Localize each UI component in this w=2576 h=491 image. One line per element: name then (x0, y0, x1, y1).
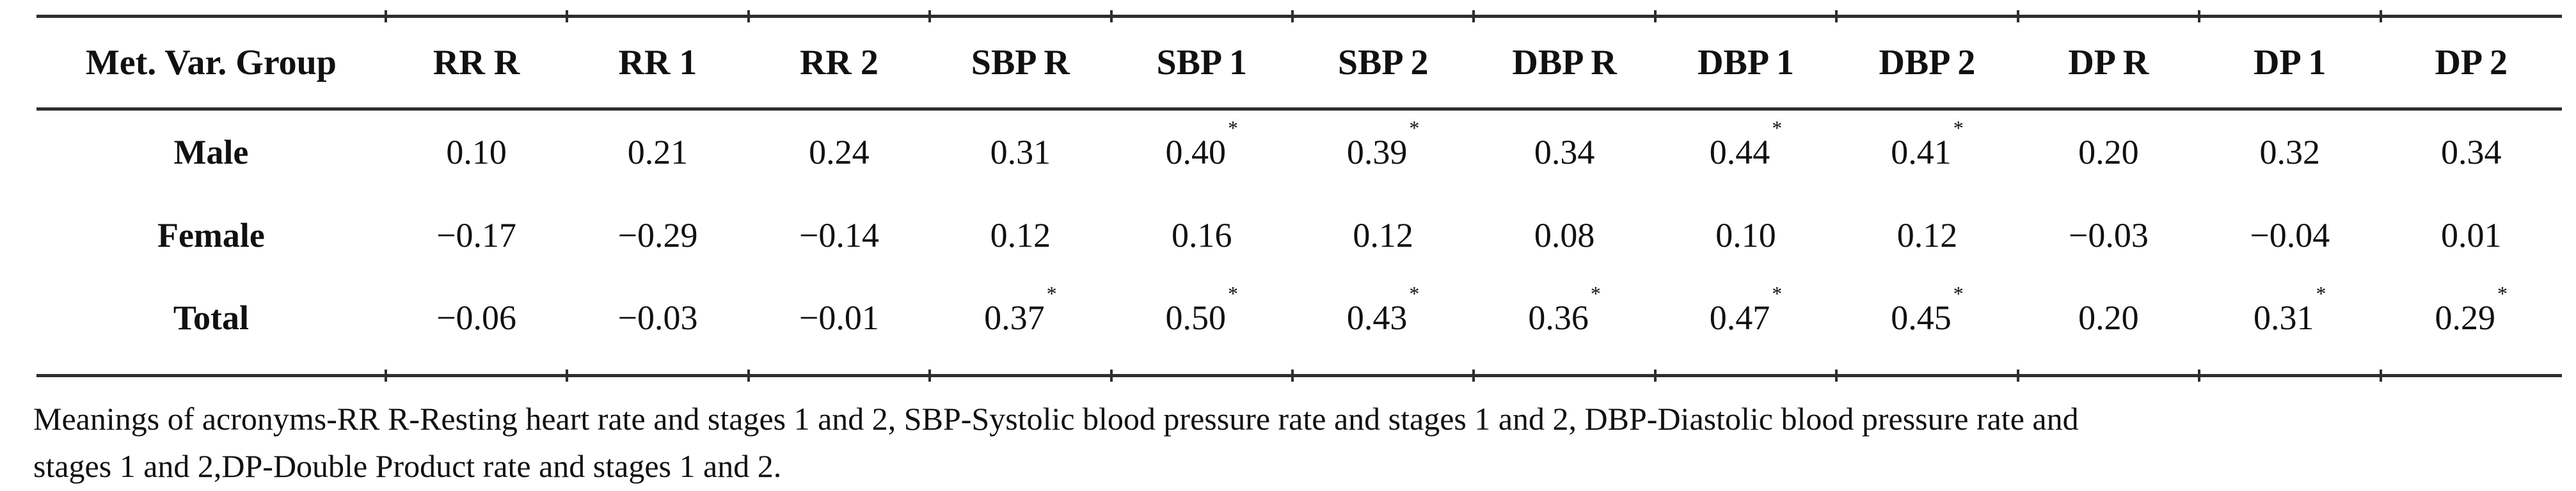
column-header: DBP 2 (1836, 16, 2018, 111)
column-header: RR 1 (567, 16, 749, 111)
data-table: Met. Var. Group RR R RR 1 RR 2 SBP R SBP 1 SBP… (36, 15, 2562, 377)
table-cell: 0.41* (1891, 116, 1964, 171)
column-boundary-tick (1835, 370, 1838, 382)
column-header: SBP R (930, 16, 1111, 111)
table-row: Male 0.10 0.21 0.24 0.31 0.40* 0.39* 0.34 0.44* 0… (36, 109, 2562, 194)
table-cell: 0.31* (2199, 277, 2381, 377)
row-label: Male (173, 133, 249, 171)
significance-asterisk: * (1953, 282, 1964, 305)
row-label: Total (36, 277, 386, 377)
table-cell: 0.34 (1534, 133, 1595, 171)
column-boundary-tick (1291, 10, 1294, 22)
column-header: RR R (385, 16, 568, 111)
table-cell: −0.06 (385, 277, 568, 377)
table-cell: 0.16 (1172, 216, 1232, 254)
table-cell: −0.01 (748, 277, 930, 377)
footnote-line: Meanings of acronyms-RR R-Resting heart … (33, 401, 2079, 437)
table-cell: 0.31 (990, 133, 1051, 171)
row-label: Female (157, 216, 265, 254)
table-row: Total −0.06 −0.03 −0.01 0.37* 0.50* 0.43* 0.36*… (36, 277, 2562, 377)
column-boundary-tick (384, 10, 387, 22)
table-cell: 0.21 (627, 133, 688, 171)
column-header: DP 1 (2199, 16, 2381, 111)
column-boundary-tick (1653, 370, 1657, 382)
column-boundary-tick (2198, 10, 2201, 22)
table-cell: 0.24 (809, 133, 870, 171)
table-cell: 0.12 (990, 216, 1051, 254)
column-boundary-tick (747, 370, 750, 382)
table-cell: 0.29* (2380, 277, 2562, 377)
significance-asterisk: * (2497, 282, 2508, 305)
table-cell: 0.20 (2017, 277, 2200, 377)
table-cell: 0.08 (1534, 216, 1595, 254)
significance-asterisk: * (1409, 116, 1420, 139)
column-boundary-tick (2379, 10, 2382, 22)
footnote-line: stages 1 and 2,DP-Double Product rate an… (33, 448, 782, 484)
table-cell: −0.03 (567, 277, 749, 377)
significance-asterisk: * (1046, 282, 1057, 305)
table-row: Female −0.17 −0.29 −0.14 0.12 0.16 0.12 0.08 0.1… (36, 194, 2562, 277)
table-cell: 0.20 (2078, 133, 2139, 171)
column-boundary-tick (566, 10, 569, 22)
significance-asterisk: * (1953, 116, 1964, 139)
table-cell: 0.36* (1474, 277, 1655, 377)
row-label-column-header: Met. Var. Group (36, 16, 386, 111)
column-header: DP 2 (2380, 16, 2562, 111)
column-header: SBP 1 (1111, 16, 1292, 111)
table-cell: −0.17 (436, 216, 517, 254)
correlation-table: Met. Var. Group RR R RR 1 RR 2 SBP R SBP 1 SBP… (36, 10, 2562, 382)
column-boundary-tick (747, 10, 750, 22)
table-cell: 0.10 (1715, 216, 1776, 254)
table-cell: 0.43* (1292, 277, 1474, 377)
column-boundary-tick (2379, 370, 2382, 382)
column-boundary-tick (1835, 10, 1838, 22)
column-boundary-tick (1291, 370, 1294, 382)
column-boundary-tick (1472, 10, 1475, 22)
table-cell: 0.39* (1346, 116, 1420, 171)
table-cell: 0.40* (1165, 116, 1239, 171)
column-boundary-tick (928, 10, 932, 22)
column-boundary-tick (2016, 10, 2019, 22)
column-boundary-tick (566, 370, 569, 382)
footnote: Meanings of acronyms-RR R-Resting heart … (33, 395, 2567, 490)
column-boundary-tick (384, 370, 387, 382)
table-cell: 0.37* (930, 277, 1111, 377)
column-boundary-tick (2016, 370, 2019, 382)
column-header: RR 2 (748, 16, 930, 111)
significance-asterisk: * (1409, 282, 1420, 305)
table-cell: 0.01 (2441, 216, 2502, 254)
table-cell: −0.04 (2250, 216, 2330, 254)
significance-asterisk: * (1228, 282, 1238, 305)
column-header: DP R (2017, 16, 2200, 111)
column-boundary-tick (1472, 370, 1475, 382)
table-cell: 0.44* (1709, 116, 1783, 171)
table-cell: −0.03 (2068, 216, 2149, 254)
table-cell: 0.12 (1896, 216, 1958, 254)
table-header-row: Met. Var. Group RR R RR 1 RR 2 SBP R SBP 1 SBP… (36, 16, 2562, 111)
table-cell: −0.29 (617, 216, 698, 254)
column-boundary-tick (2198, 370, 2201, 382)
significance-asterisk: * (1228, 116, 1238, 139)
table-cell: 0.32 (2259, 133, 2321, 171)
column-header: DBP R (1474, 16, 1655, 111)
column-boundary-tick (928, 370, 932, 382)
table-cell: 0.10 (446, 133, 507, 171)
column-boundary-tick (1653, 10, 1657, 22)
column-header: SBP 2 (1292, 16, 1474, 111)
table-cell: 0.34 (2441, 133, 2502, 171)
significance-asterisk: * (1590, 282, 1601, 305)
table-cell: 0.45* (1836, 277, 2018, 377)
table-cell: 0.12 (1353, 216, 1413, 254)
column-boundary-tick (1109, 370, 1113, 382)
significance-asterisk: * (1772, 116, 1783, 139)
significance-asterisk: * (1772, 282, 1783, 305)
significance-asterisk: * (2316, 282, 2326, 305)
table-cell: 0.50* (1111, 277, 1292, 377)
table-cell: −0.14 (799, 216, 879, 254)
table-cell: 0.47* (1655, 277, 1837, 377)
column-header: DBP 1 (1655, 16, 1837, 111)
column-boundary-tick (1109, 10, 1113, 22)
